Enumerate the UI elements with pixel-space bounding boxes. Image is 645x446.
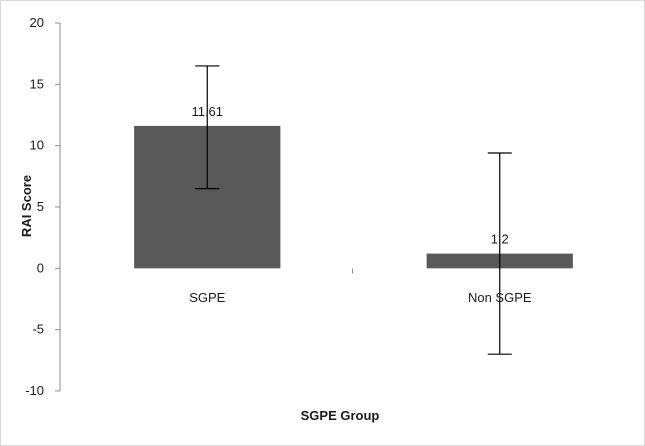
y-ticks: -10 -5 0 5 10 15 20 (25, 15, 60, 398)
y-tick-label: 10 (30, 138, 44, 153)
y-tick-label: -5 (32, 322, 44, 337)
error-bars (195, 65, 512, 355)
x-tick-label: SGPE (189, 290, 225, 305)
y-tick-label: 0 (37, 260, 44, 275)
category-labels: SGPE Non SGPE (189, 290, 532, 305)
y-tick-label: -10 (25, 383, 44, 398)
y-axis-title: RAI Score (19, 175, 34, 237)
y-tick-label: 20 (30, 15, 44, 30)
x-tick-label: Non SGPE (468, 290, 532, 305)
y-tick-label: 5 (37, 199, 44, 214)
data-labels: 11.61 1.2 (191, 104, 508, 247)
bars (134, 125, 573, 269)
data-label: 11.61 (191, 104, 223, 119)
data-label: 1.2 (491, 232, 509, 247)
y-tick-label: 15 (30, 76, 44, 91)
x-axis-title: SGPE Group (301, 408, 380, 423)
